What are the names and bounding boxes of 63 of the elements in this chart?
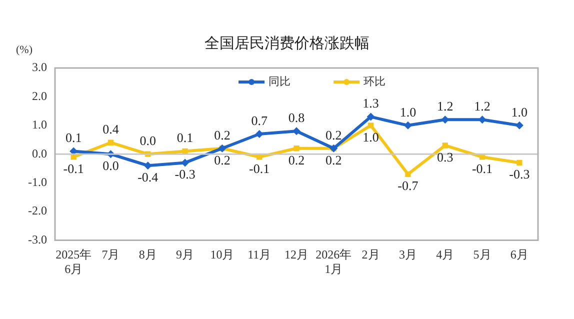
data-label: 0.2 xyxy=(288,152,305,168)
y-tick-label: 0.0 xyxy=(32,146,47,160)
legend-label: 同比 xyxy=(268,74,291,88)
data-label: -0.4 xyxy=(138,170,159,184)
x-tick-label: 2025年 6月 xyxy=(56,248,92,276)
data-label: 1.2 xyxy=(474,98,490,114)
data-label: -0.3 xyxy=(174,166,196,182)
point xyxy=(515,121,524,130)
point xyxy=(108,140,114,146)
x-tick-label: 4月 xyxy=(436,248,454,262)
x-tick-label: 5月 xyxy=(473,248,492,262)
data-label: 0.1 xyxy=(65,130,82,146)
point xyxy=(294,146,300,152)
data-label: -0.1 xyxy=(63,160,84,176)
point xyxy=(292,127,300,136)
point xyxy=(405,171,411,178)
x-tick-label: 7月 xyxy=(102,248,120,262)
data-label: 1.0 xyxy=(362,129,379,144)
x-tick-label: 2026年 1月 xyxy=(316,248,352,276)
data-label: 0.2 xyxy=(326,152,342,168)
x-tick-label: 9月 xyxy=(176,248,194,262)
data-label: 0.8 xyxy=(288,110,305,126)
data-label: -0.3 xyxy=(509,166,530,182)
data-label: 0.2 xyxy=(326,127,342,142)
data-label: 1.0 xyxy=(400,104,416,120)
data-label: 1.3 xyxy=(362,96,379,111)
data-label: 0.2 xyxy=(214,127,230,142)
data-label: 0.3 xyxy=(436,149,454,164)
data-label: 0.0 xyxy=(102,158,119,174)
x-tick-label: 12月 xyxy=(284,248,308,262)
x-tick-label: 10月 xyxy=(210,248,234,262)
y-axis-title: (%) xyxy=(16,44,32,56)
point xyxy=(442,142,448,148)
point xyxy=(368,122,374,128)
x-tick-label: 11月 xyxy=(248,248,272,262)
y-tick-label: 2.0 xyxy=(32,88,47,103)
x-tick-label: 3月 xyxy=(398,248,417,262)
data-label: 0.0 xyxy=(140,133,156,148)
point xyxy=(181,158,190,167)
y-tick-label: 3.0 xyxy=(32,60,47,74)
point xyxy=(144,162,152,170)
x-tick-label: 8月 xyxy=(138,248,157,262)
y-tick-label: -3.0 xyxy=(28,232,47,246)
data-label: 1.2 xyxy=(436,98,454,114)
chart-title: 全国居民消费价格涨跌幅 xyxy=(204,34,370,52)
data-label: -0.1 xyxy=(249,160,270,176)
point xyxy=(366,112,375,121)
data-label: 0.1 xyxy=(176,130,194,146)
data-label: 0.2 xyxy=(214,152,230,168)
data-label: 1.0 xyxy=(511,104,528,120)
x-tick-label: 6月 xyxy=(510,248,528,262)
data-label: -0.7 xyxy=(398,178,419,194)
legend-label: 环比 xyxy=(364,74,386,88)
data-label: -0.1 xyxy=(472,160,493,176)
point xyxy=(404,121,412,130)
y-tick-label: -1.0 xyxy=(28,174,47,189)
point xyxy=(516,160,522,166)
y-tick-label: -2.0 xyxy=(28,204,47,218)
y-tick-label: 1.0 xyxy=(32,118,47,132)
data-label: 0.4 xyxy=(102,122,120,137)
point xyxy=(255,130,264,138)
x-tick-label: 2月 xyxy=(362,248,380,262)
data-label: 0.7 xyxy=(251,112,268,128)
